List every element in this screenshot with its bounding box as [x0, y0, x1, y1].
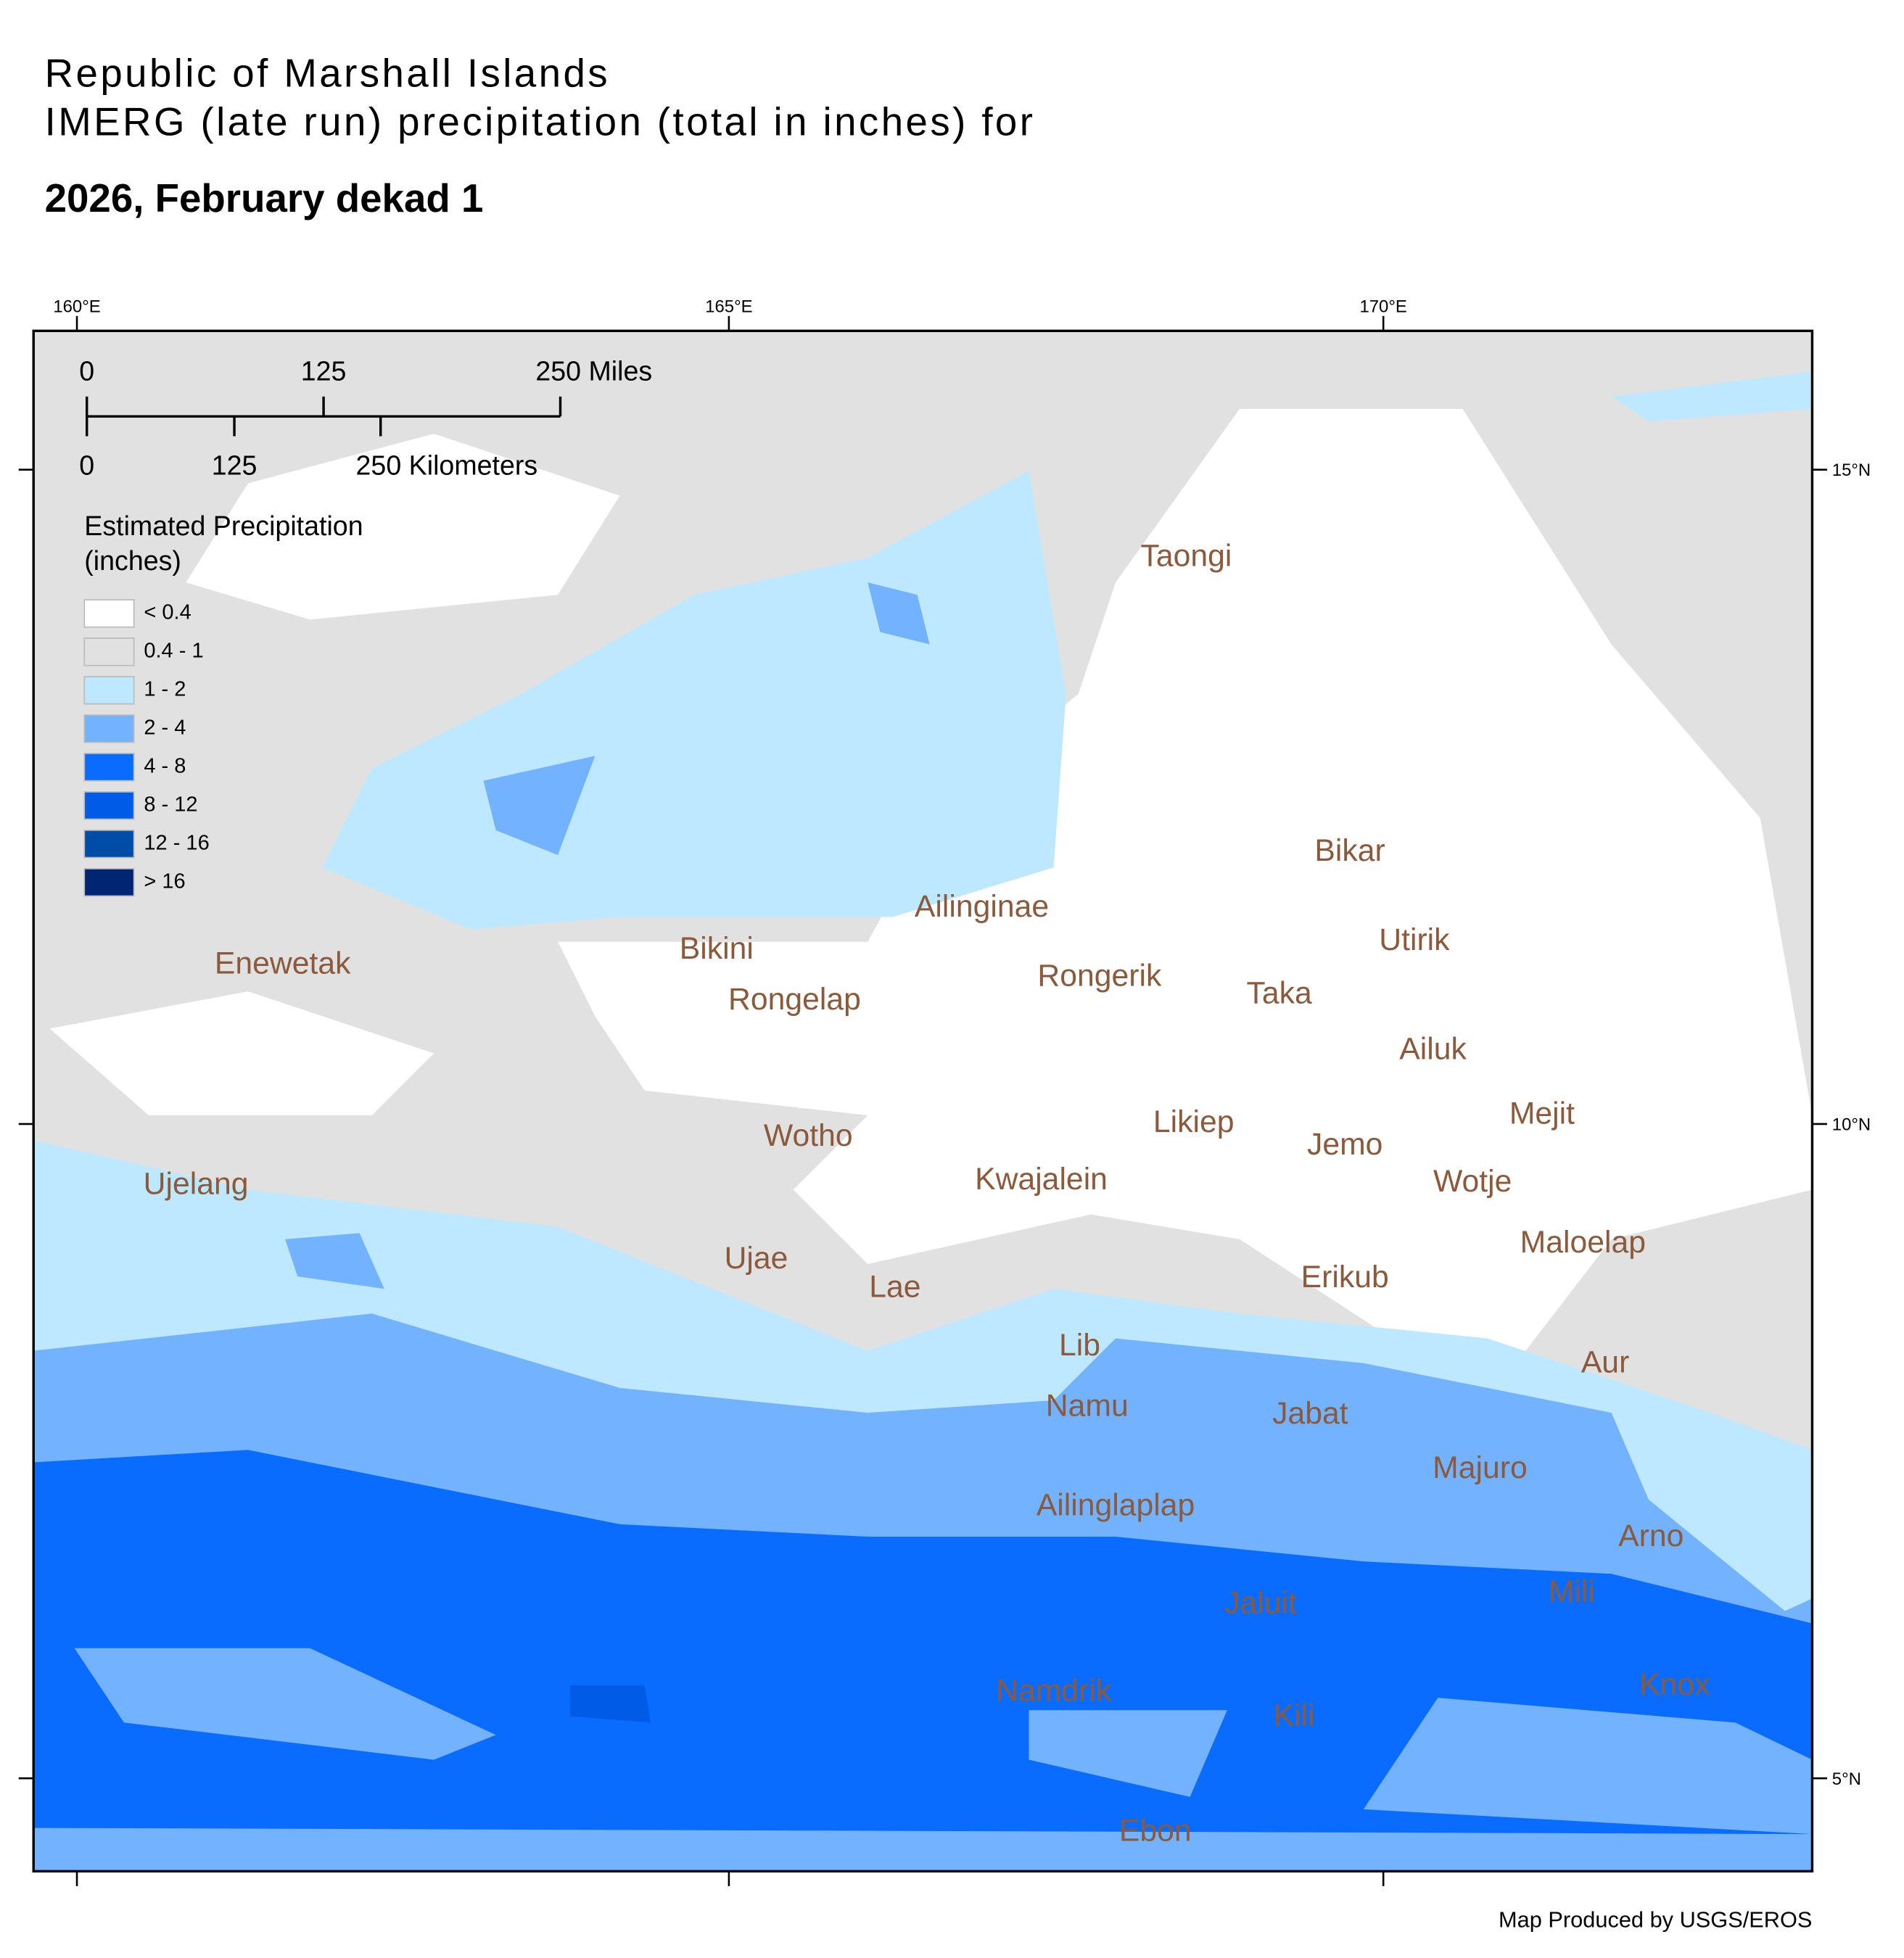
wet-zone: [1611, 371, 1813, 422]
legend-label: 2 - 4: [144, 716, 186, 739]
place-label: Ujelang: [144, 1167, 249, 1202]
scale-label: 125: [212, 450, 257, 480]
place-label: Ailuk: [1399, 1031, 1467, 1066]
place-label: Bikini: [680, 931, 754, 966]
legend-label: 0.4 - 1: [144, 640, 203, 663]
lat-label: 15°N: [1832, 460, 1871, 480]
legend-label: 12 - 16: [144, 831, 209, 854]
scale-label: 250 Kilometers: [356, 450, 538, 480]
title-period: 2026, February dekad 1: [45, 175, 484, 220]
dry-zone: [186, 434, 620, 620]
legend-title: (inches): [84, 545, 181, 576]
wet-zone: [285, 1233, 384, 1289]
place-label: Ujae: [725, 1241, 788, 1276]
legend-label: 1 - 2: [144, 678, 186, 701]
map-frame: [32, 329, 1814, 1873]
place-label: Enewetak: [215, 946, 351, 980]
place-label: Wotho: [764, 1118, 853, 1153]
legend-swatch: [83, 830, 135, 859]
legend-label: 8 - 12: [144, 793, 197, 816]
graticule-ticks: [18, 315, 1827, 1886]
place-label: Mejit: [1509, 1096, 1575, 1131]
place-label: Kwajalein: [975, 1162, 1108, 1197]
place-label: Namdrik: [996, 1674, 1112, 1709]
lon-label: 170°E: [1359, 297, 1406, 317]
legend-label: < 0.4: [144, 601, 191, 624]
place-label: Lib: [1059, 1328, 1100, 1363]
place-label: Arno: [1618, 1519, 1683, 1553]
scale-label: 0: [79, 450, 94, 480]
place-labels: Taongi Bikar Enewetak Bikini Ailinginae Utiri…: [144, 538, 1710, 1848]
dry-zone: [49, 991, 434, 1115]
wet-zone: [483, 756, 595, 856]
place-label: Bikar: [1314, 833, 1385, 868]
wet-zone: [74, 1648, 496, 1760]
place-label: Majuro: [1433, 1450, 1528, 1485]
place-label: Likiep: [1153, 1104, 1235, 1139]
dry-zone: [558, 408, 1813, 1401]
legend-swatch: [83, 637, 135, 666]
legend-swatch: [83, 599, 135, 628]
legend-title: Estimated Precipitation: [84, 511, 363, 541]
legend-swatch: [83, 868, 135, 897]
place-label: Utirik: [1379, 922, 1450, 957]
place-label: Jaluit: [1224, 1585, 1297, 1620]
scale-label: 0: [79, 356, 94, 387]
wet-zone: [570, 1685, 651, 1723]
place-label: Namu: [1046, 1389, 1129, 1424]
lat-label: 10°N: [1832, 1115, 1871, 1134]
lon-label: 165°E: [705, 297, 752, 317]
place-label: Ailinglaplap: [1037, 1487, 1195, 1522]
legend-swatch: [83, 676, 135, 705]
scale-label: 125: [301, 356, 347, 387]
wet-zone: [1363, 1698, 1813, 1835]
wet-zone: [1029, 1710, 1227, 1797]
place-label: Jabat: [1272, 1396, 1348, 1431]
place-label: Ailinginae: [915, 889, 1049, 924]
wet-zone: [33, 1827, 1813, 1872]
scale-bar: 0 125 250 Miles 0 125 250 Kilometers: [79, 356, 652, 481]
place-label: Aur: [1581, 1345, 1629, 1380]
legend-swatch: [83, 714, 135, 743]
credit: Map Produced by USGS/EROS: [1499, 1907, 1812, 1932]
lat-label: 5°N: [1832, 1769, 1861, 1789]
place-label: Kili: [1274, 1698, 1315, 1733]
place-label: Erikub: [1301, 1260, 1389, 1294]
place-label: Rongelap: [728, 982, 861, 1017]
place-label: Mili: [1549, 1574, 1595, 1609]
legend-swatch: [83, 791, 135, 820]
legend: < 0.4 0.4 - 1 1 - 2 2 - 4 4 - 8 8 - 12 12 - 16…: [83, 599, 210, 897]
place-label: Maloelap: [1520, 1225, 1646, 1260]
place-label: Taongi: [1141, 538, 1232, 573]
legend-label: 4 - 8: [144, 754, 186, 777]
title-line1: Republic of Marshall Islands: [45, 51, 610, 96]
place-label: Rongerik: [1037, 959, 1162, 994]
map-body: [32, 329, 1814, 1873]
legend-label: > 16: [144, 869, 185, 893]
scale-label: 250 Miles: [535, 356, 652, 387]
title-line2: IMERG (late run) precipitation (total in…: [45, 99, 1036, 144]
place-label: Jemo: [1307, 1127, 1382, 1162]
wet-zone: [867, 582, 930, 645]
place-label: Knox: [1639, 1667, 1710, 1702]
place-label: Wotje: [1433, 1164, 1512, 1199]
place-label: Ebon: [1119, 1814, 1192, 1848]
wet-zone: [33, 1450, 1813, 1872]
place-label: Taka: [1247, 975, 1312, 1010]
legend-swatch: [83, 753, 135, 782]
place-label: Lae: [869, 1269, 920, 1304]
lon-label: 160°E: [53, 297, 100, 317]
